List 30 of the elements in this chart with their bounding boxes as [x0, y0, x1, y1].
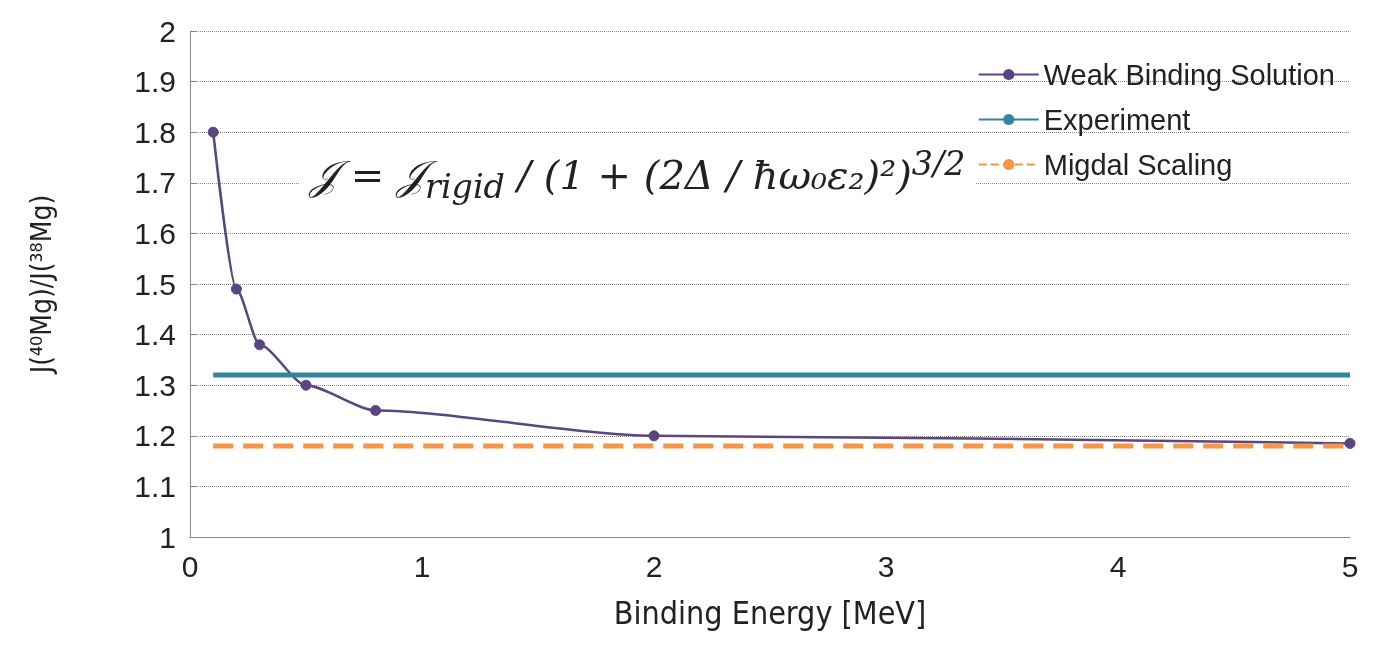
y-tick-label: 1.1 [134, 469, 176, 503]
point [300, 379, 312, 391]
x-tick-label: 0 [181, 549, 199, 583]
legend-label: Weak Binding Solution [1043, 58, 1336, 91]
y-tick-label: 2 [159, 14, 176, 48]
y-axis-title: J(⁴⁰Mg)/J(³⁸Mg) [24, 194, 58, 376]
x-tick-label: 5 [1341, 549, 1359, 583]
y-tick-label: 1.6 [134, 216, 176, 250]
x-tick-label: 3 [877, 549, 895, 583]
y-tick-label: 1.7 [134, 166, 176, 200]
y-tick-label: 1.2 [134, 419, 176, 453]
x-tick-label: 4 [1109, 549, 1127, 583]
point [207, 126, 219, 138]
legend-label: Experiment [1043, 103, 1191, 136]
point [648, 430, 660, 442]
y-tick-label: 1.3 [134, 368, 176, 402]
point [1344, 437, 1356, 449]
y-tick-label: 1.9 [134, 65, 176, 99]
y-tick-label: 1.8 [134, 115, 176, 149]
point [370, 405, 382, 416]
y-tick-label: 1.5 [134, 267, 176, 301]
x-tick-label: 2 [645, 549, 663, 583]
point [254, 339, 266, 351]
y-tick-label: 1 [159, 520, 176, 554]
x-tick-label: 1 [413, 549, 431, 583]
annotation: 𝒥 = 𝒥$_{rigid}$ / (1 + (2Δ / ħω₀ε₂)²)$^{3/2}$ [300, 140, 976, 211]
x-axis-title: Binding Energy [MeV] [613, 594, 927, 632]
legend-label: Migdal Scaling [1043, 148, 1233, 181]
y-tick-label: 1.4 [134, 318, 176, 352]
point [230, 283, 242, 295]
